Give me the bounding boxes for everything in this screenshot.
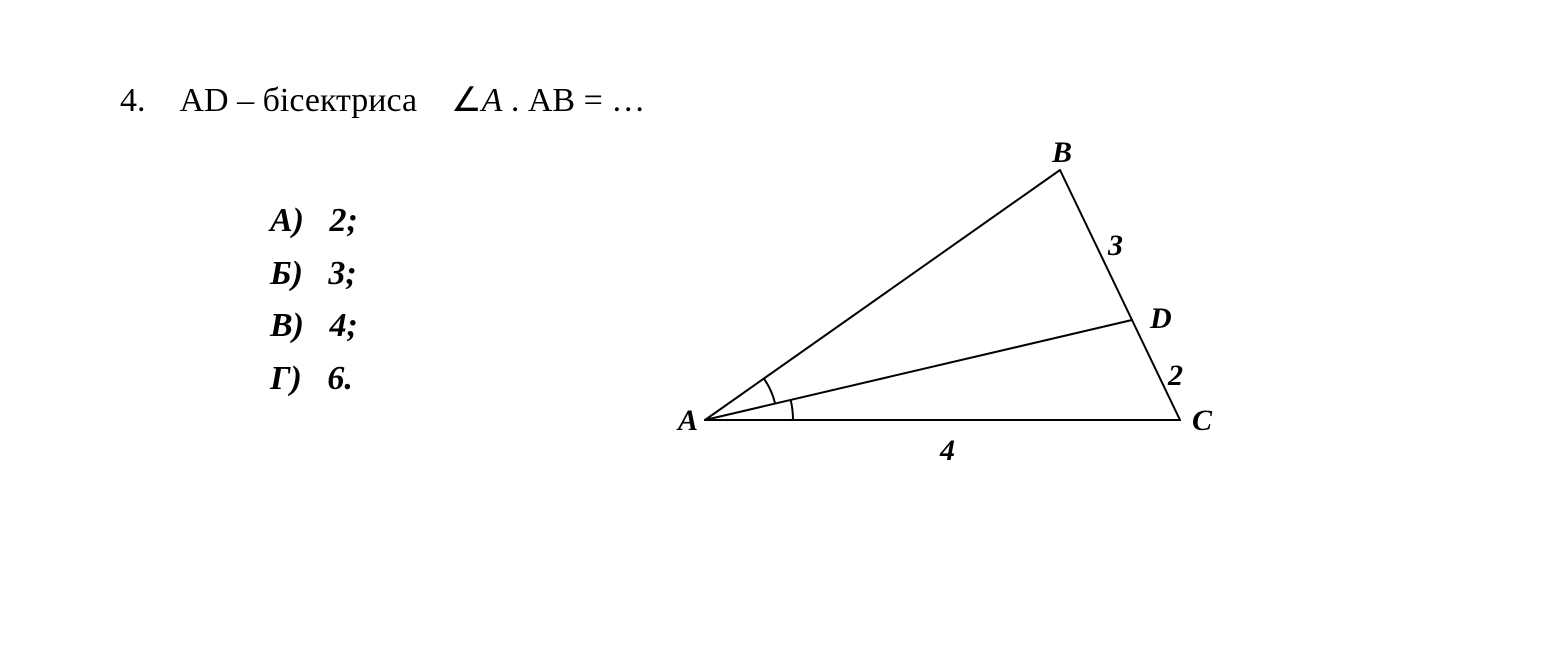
answer-options: А) 2; Б) 3; В) 4; Г) 6. (270, 195, 358, 406)
option-label: Г) (270, 360, 302, 397)
vertex-label-d: D (1149, 302, 1172, 335)
option-label: А) (270, 202, 304, 239)
edge-bc (1060, 170, 1180, 420)
edge-ad (705, 320, 1132, 420)
option-v: В) 4; (270, 300, 358, 353)
option-value: 3; (328, 255, 356, 292)
vertex-label-b: B (1051, 140, 1072, 169)
option-label: Б) (270, 255, 303, 292)
question-line: 4. АD – бісектриса ∠A . АВ = … (120, 80, 645, 120)
question-suffix: . АВ = … (511, 82, 645, 119)
triangle-diagram: A B C D 3 2 4 (660, 140, 1220, 495)
angle-symbol: ∠ (451, 82, 481, 119)
edge-label-dc: 2 (1167, 359, 1183, 392)
edge-label-ac: 4 (939, 434, 955, 467)
question-prefix: АD – бісектриса (180, 82, 418, 119)
option-a: А) 2; (270, 195, 358, 248)
option-g: Г) 6. (270, 353, 358, 406)
option-b: Б) 3; (270, 248, 358, 301)
angle-arc-upper (764, 379, 775, 404)
vertex-label-a: A (676, 404, 698, 437)
option-label: В) (270, 307, 304, 344)
vertex-label-c: C (1192, 404, 1213, 437)
angle-letter: A (482, 82, 503, 119)
angle-arc-lower (791, 400, 793, 420)
option-value: 6. (327, 360, 353, 397)
option-value: 2; (330, 202, 358, 239)
option-value: 4; (330, 307, 358, 344)
page-root: 4. АD – бісектриса ∠A . АВ = … А) 2; Б) … (0, 0, 1561, 668)
question-number: 4. (120, 82, 146, 119)
edge-ab (705, 170, 1060, 420)
edge-label-bd: 3 (1107, 229, 1123, 262)
